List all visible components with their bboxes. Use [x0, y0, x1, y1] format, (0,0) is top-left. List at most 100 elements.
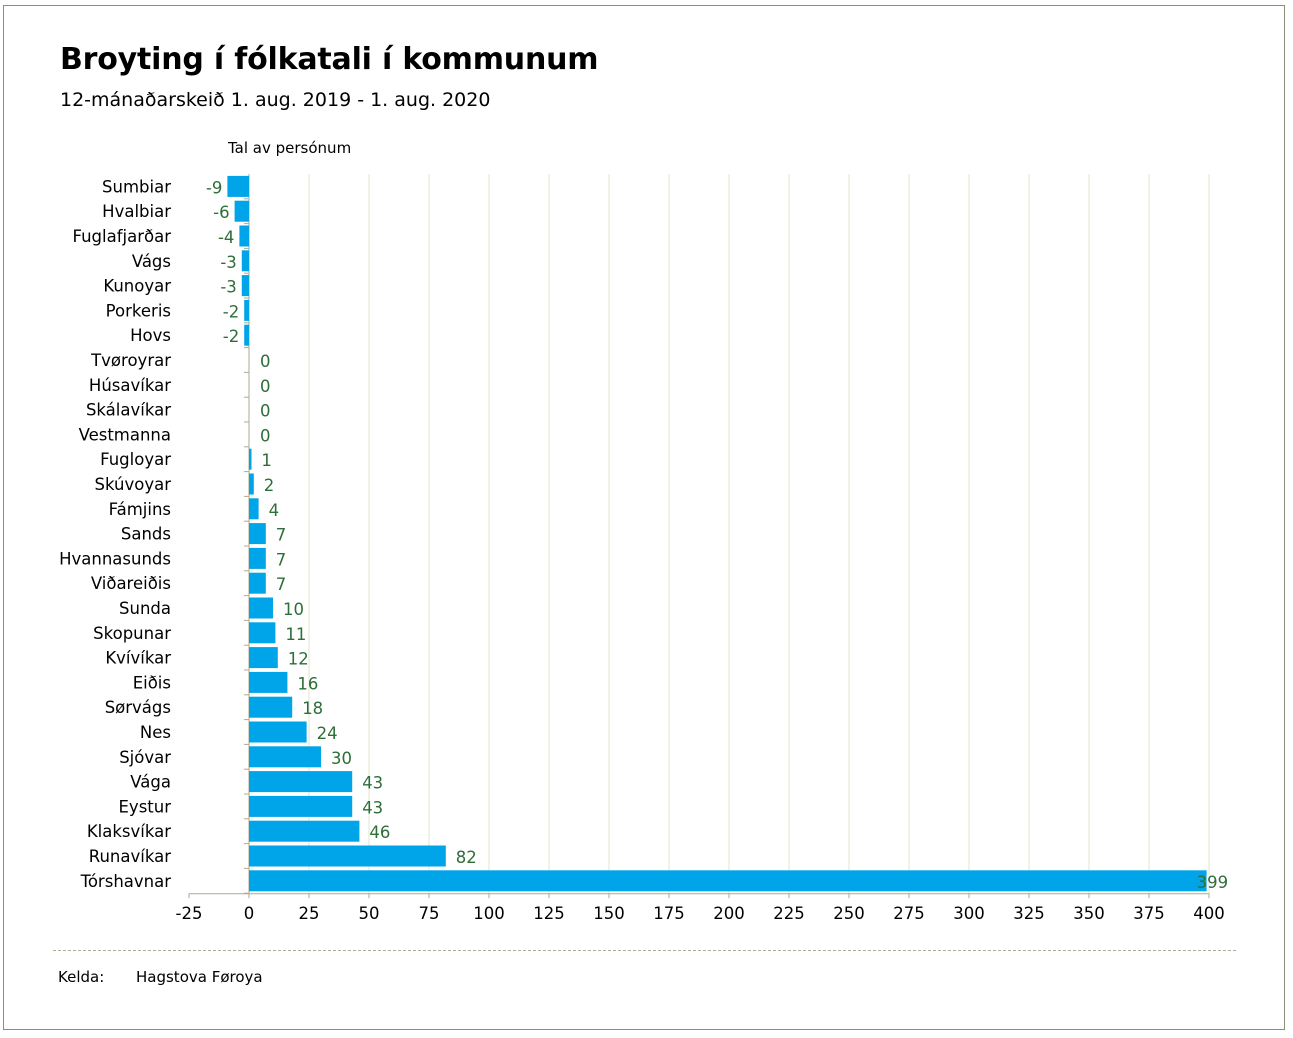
x-tick-label: 325	[1013, 904, 1045, 923]
bar	[249, 746, 321, 768]
bar	[244, 299, 249, 321]
bar	[249, 771, 353, 793]
bar	[227, 175, 249, 197]
value-label: 10	[283, 600, 304, 619]
value-label: 43	[362, 774, 383, 793]
category-label: Vestmanna	[79, 425, 171, 444]
x-tick-label: 150	[593, 904, 625, 923]
x-tick-label: 125	[533, 904, 565, 923]
bar	[249, 671, 288, 693]
x-tick-label: 175	[653, 904, 685, 923]
bar	[249, 795, 353, 817]
source-value: Hagstova Føroya	[136, 968, 263, 986]
x-tick-label: 375	[1133, 904, 1165, 923]
bar	[249, 597, 273, 619]
category-label: Fugloyar	[100, 450, 171, 469]
category-label: Skopunar	[93, 624, 171, 643]
category-label: Sunda	[119, 599, 171, 618]
bar	[249, 696, 293, 718]
category-label: Kvívíkar	[105, 649, 171, 668]
category-label: Hovs	[130, 326, 171, 345]
bar	[249, 870, 1207, 892]
value-label: 43	[362, 798, 383, 817]
bar	[249, 498, 259, 520]
value-label: -4	[218, 228, 234, 247]
x-tick-label: 225	[773, 904, 805, 923]
category-label: Sjóvar	[119, 748, 171, 767]
category-label: Kunoyar	[103, 277, 171, 296]
bar	[239, 225, 249, 247]
category-label: Eiðis	[133, 673, 171, 692]
value-label: -6	[213, 203, 229, 222]
value-label: 24	[317, 724, 338, 743]
category-label: Porkeris	[106, 301, 171, 320]
source-label: Kelda:	[58, 968, 105, 986]
chart-frame	[3, 5, 1285, 1030]
value-label: 11	[285, 625, 306, 644]
x-tick-label: 250	[833, 904, 865, 923]
value-label: 7	[276, 550, 287, 569]
x-tick-label: 25	[299, 904, 320, 923]
x-tick-label: 50	[359, 904, 380, 923]
value-label: 4	[269, 501, 280, 520]
value-label: 0	[260, 377, 271, 396]
x-tick-label: 0	[244, 904, 255, 923]
category-label: Nes	[140, 723, 171, 742]
category-label: Hvannasunds	[59, 549, 171, 568]
category-label: Sands	[121, 525, 171, 544]
category-label: Vágs	[132, 252, 171, 271]
x-tick-label: 200	[713, 904, 745, 923]
bar	[249, 448, 252, 470]
x-tick-label: 400	[1193, 904, 1225, 923]
value-label: 82	[456, 848, 477, 867]
category-label: Klaksvíkar	[87, 822, 171, 841]
x-tick-label: 350	[1073, 904, 1105, 923]
bar	[249, 547, 266, 569]
value-label: 16	[297, 674, 318, 693]
value-label: 399	[1197, 873, 1229, 892]
category-label: Eystur	[119, 797, 172, 816]
category-label: Skúvoyar	[95, 475, 172, 494]
value-label: -2	[223, 302, 239, 321]
category-label: Viðareiðis	[91, 574, 171, 593]
value-label: 0	[260, 402, 271, 421]
category-label: Runavíkar	[89, 847, 171, 866]
chart-title: Broyting í fólkatali í kommunum	[60, 42, 599, 77]
value-label: 7	[276, 526, 287, 545]
bar	[241, 250, 249, 272]
bar	[249, 622, 276, 644]
x-tick-label: 100	[473, 904, 505, 923]
value-label: -9	[206, 178, 222, 197]
value-label: -2	[223, 327, 239, 346]
category-label: Hvalbiar	[102, 202, 171, 221]
category-label: Sørvágs	[105, 698, 171, 717]
category-label: Tvøroyrar	[90, 351, 171, 370]
category-label: Tórshavnar	[80, 872, 172, 891]
bar	[249, 820, 360, 842]
value-label: 12	[288, 650, 309, 669]
category-label: Sumbiar	[102, 177, 171, 196]
chart-subtitle: 12-mánaðarskeið 1. aug. 2019 - 1. aug. 2…	[60, 89, 491, 111]
value-axis-label: Tal av persónum	[228, 139, 352, 157]
x-tick-label: 75	[419, 904, 440, 923]
footer-divider	[53, 950, 1236, 951]
x-tick-label: 275	[893, 904, 925, 923]
value-label: 1	[261, 451, 272, 470]
bar	[249, 473, 254, 495]
value-label: 30	[331, 749, 352, 768]
value-label: 0	[260, 352, 271, 371]
x-tick-label: -25	[176, 904, 203, 923]
value-label: 46	[369, 823, 390, 842]
value-label: 7	[276, 575, 287, 594]
bar	[249, 845, 446, 867]
bar	[249, 572, 266, 594]
value-label: -3	[220, 253, 236, 272]
bar	[244, 324, 249, 346]
bar	[249, 647, 278, 669]
category-label: Fuglafjarðar	[73, 227, 172, 246]
category-label: Húsavíkar	[89, 376, 171, 395]
category-label: Vága	[130, 773, 171, 792]
x-tick-label: 300	[953, 904, 985, 923]
value-label: 0	[260, 426, 271, 445]
